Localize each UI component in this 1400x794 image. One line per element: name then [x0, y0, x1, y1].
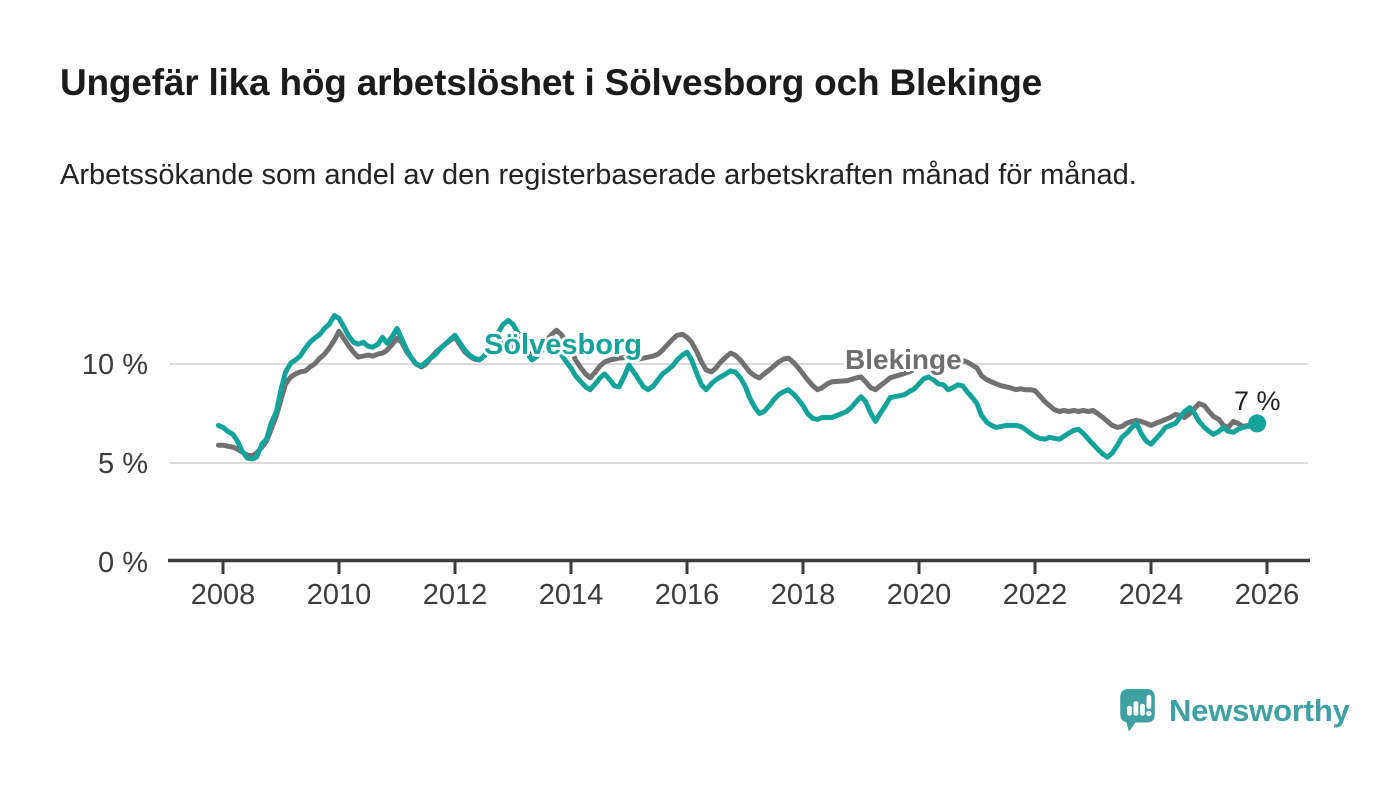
x-tick-label: 2014 — [539, 579, 604, 611]
y-tick-label: 5 % — [98, 448, 148, 480]
x-tick-label: 2016 — [655, 579, 720, 611]
newsworthy-logo-text: Newsworthy — [1169, 692, 1350, 728]
series-label-blekinge: Blekinge — [845, 344, 962, 375]
end-value-label: 7 % — [1234, 386, 1281, 416]
x-tick-label: 2012 — [423, 579, 488, 611]
series-line-slvesborg — [215, 313, 1260, 462]
end-point-dot — [1248, 414, 1267, 433]
bar-tall — [1133, 701, 1139, 716]
x-tick-label: 2022 — [1003, 579, 1068, 611]
y-tick-label: 0 % — [98, 547, 148, 579]
x-tick-label: 2020 — [887, 579, 952, 611]
x-tick-label: 2008 — [191, 579, 256, 611]
x-tick-label: 2026 — [1235, 579, 1300, 611]
series-label-solvesborg: Sölvesborg — [484, 329, 642, 361]
bar-medium — [1140, 703, 1145, 716]
bar-small — [1127, 705, 1132, 716]
series-line-blekinge — [215, 327, 1255, 459]
chart-subtitle: Arbetssökande som andel av den registerb… — [60, 159, 1137, 191]
newsworthy-logo: Newsworthy — [1119, 688, 1350, 733]
x-tick-label: 2010 — [307, 579, 372, 611]
x-tick-label: 2018 — [771, 579, 836, 611]
page-title: Ungefär lika hög arbetslöshet i Sölvesbo… — [60, 62, 1043, 103]
exclamation-dot — [1146, 710, 1152, 717]
x-tick-label: 2024 — [1119, 579, 1184, 611]
exclamation-bar — [1146, 694, 1152, 709]
y-tick-label: 10 % — [82, 349, 148, 381]
newsworthy-logo-icon — [1120, 689, 1155, 731]
